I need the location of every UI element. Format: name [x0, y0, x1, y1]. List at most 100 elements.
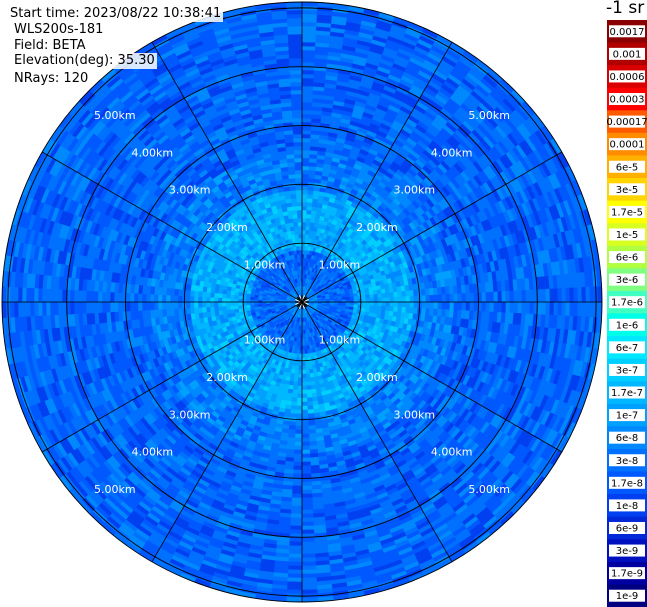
ppi-cell [305, 373, 311, 379]
ppi-cell [249, 301, 255, 305]
ppi-cell [301, 393, 308, 399]
ppi-cell [290, 197, 298, 203]
ppi-cell [295, 177, 303, 183]
ppi-cell [295, 421, 303, 427]
ppi-cell [373, 297, 379, 303]
ppi-cell [217, 292, 223, 299]
ppi-cell [177, 308, 183, 316]
ppi-cell [361, 295, 367, 300]
ppi-cell [201, 306, 207, 313]
ppi-cell [349, 301, 355, 305]
ppi-cell [365, 305, 371, 310]
ppi-cell [381, 297, 387, 303]
ppi-cell [293, 141, 303, 147]
ppi-cell [461, 293, 467, 303]
ppi-cell [425, 288, 431, 296]
ppi-cell [301, 201, 308, 207]
ppi-cell [461, 301, 467, 311]
ppi-cell [373, 301, 379, 307]
ppi-cell [213, 297, 219, 303]
ppi-cell [306, 209, 312, 215]
ppi-cell [226, 309, 232, 315]
ppi-cell [433, 287, 439, 296]
ppi-cell [308, 165, 317, 171]
ppi-cell [173, 288, 179, 296]
ppi-cell [291, 234, 296, 240]
ppi-cell [297, 257, 301, 263]
ppi-cell [149, 301, 155, 311]
ppi-cell [341, 297, 347, 301]
ppi-cell [295, 425, 303, 431]
ppi-cell [296, 401, 303, 407]
ppi-cell [369, 297, 375, 303]
ppi-cell [245, 304, 251, 309]
ppi-cell [301, 185, 309, 191]
ppi-cell [357, 301, 363, 306]
ppi-cell [305, 381, 312, 387]
ppi-cell [301, 457, 311, 463]
ppi-cell [401, 301, 407, 308]
ppi-cell [297, 217, 303, 223]
ppi-cell [401, 290, 407, 298]
ppi-cell [349, 296, 355, 300]
ppi-cell [413, 301, 419, 309]
ppi-cell [401, 306, 407, 314]
ppi-cell [291, 201, 298, 207]
ppi-cell [245, 298, 251, 303]
ppi-cell [301, 145, 311, 151]
ppi-cell [349, 299, 355, 303]
ppi-cell [307, 193, 314, 199]
ppi-cell [233, 305, 239, 310]
ppi-cell [295, 245, 300, 251]
ppi-cell [294, 429, 303, 435]
ppi-cell [301, 349, 305, 355]
ppi-cell [365, 298, 371, 303]
ppi-cell [301, 449, 311, 455]
ppi-cell [301, 165, 310, 171]
ppi-cell [301, 245, 306, 251]
ppi-cell [297, 225, 303, 231]
ppi-cell [361, 298, 367, 303]
ppi-cell [372, 289, 378, 295]
ppi-cell [301, 461, 311, 467]
ppi-cell [296, 205, 303, 211]
ppi-cell [295, 185, 303, 191]
ppi-cell [298, 361, 303, 367]
ppi-cell [421, 308, 427, 316]
ppi-cell [209, 292, 215, 298]
ppi-cell [301, 137, 311, 143]
ppi-cell [288, 177, 296, 183]
ppi-cell [307, 413, 315, 419]
ppi-cell [308, 177, 316, 183]
ppi-cell [373, 305, 379, 311]
ppi-cell [433, 294, 439, 303]
ppi-cell [345, 296, 351, 300]
ppi-cell [409, 295, 415, 303]
ppi-cell [301, 149, 311, 155]
ppi-cell [307, 189, 314, 195]
ppi-cell [193, 290, 199, 297]
ppi-cell [197, 290, 203, 298]
ppi-cell [301, 425, 309, 431]
ppi-cell [429, 287, 435, 296]
ppi-cell [306, 213, 312, 219]
ppi-cell [301, 225, 307, 231]
ppi-cell [389, 292, 395, 298]
ppi-cell [307, 409, 314, 415]
ppi-cell [301, 173, 309, 179]
ppi-cell [361, 291, 366, 296]
ppi-cell [229, 297, 235, 303]
ppi-cell [253, 304, 259, 308]
ppi-cell [361, 304, 367, 309]
ppi-cell [295, 173, 303, 179]
ppi-cell [185, 295, 191, 303]
ppi-cell [294, 169, 303, 175]
ppi-cell [297, 377, 303, 383]
ppi-cell [173, 301, 179, 309]
ppi-cell [361, 301, 367, 306]
ppi-cell [225, 301, 231, 307]
ppi-cell [141, 293, 147, 303]
ppi-cell [290, 405, 297, 411]
ppi-cell [218, 310, 224, 316]
ppi-cell [306, 201, 313, 207]
